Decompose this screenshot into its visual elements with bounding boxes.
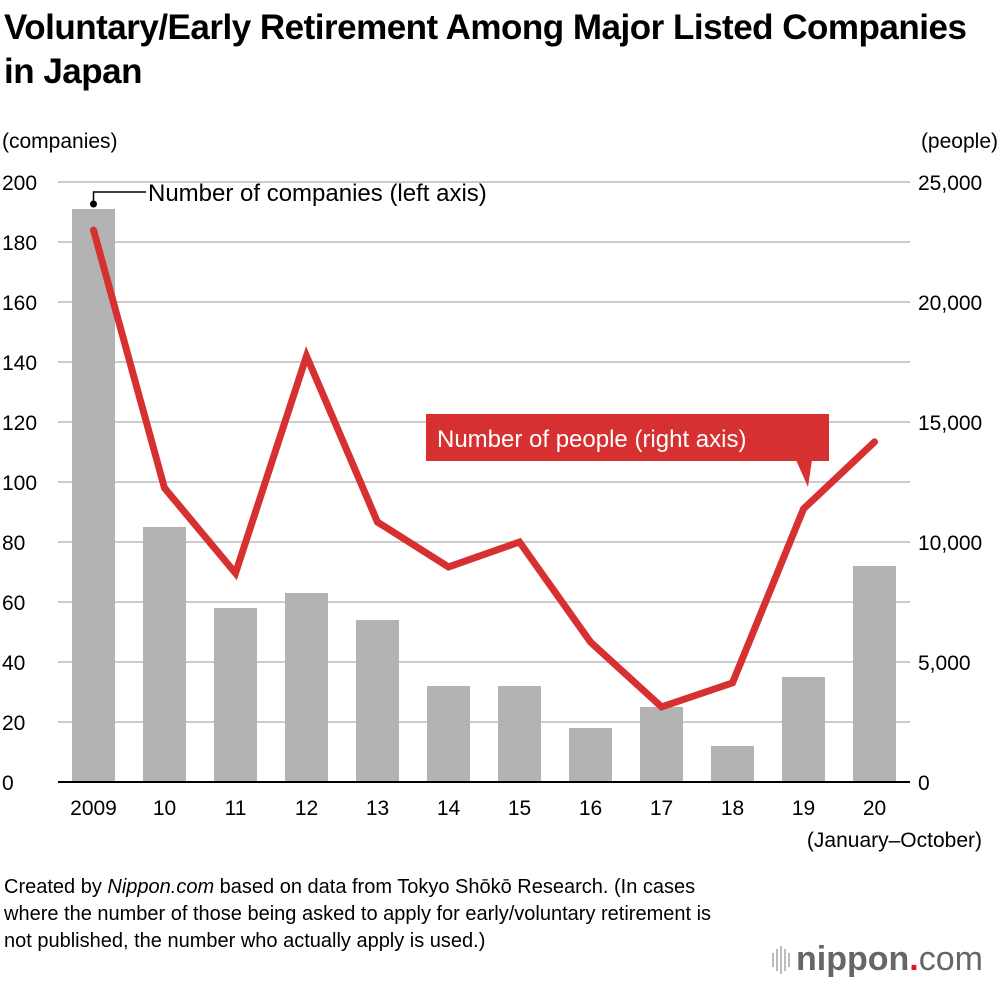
footnote: Created by Nippon.com based on data from… [4, 874, 744, 955]
bar-18 [711, 746, 754, 782]
bar-12 [285, 593, 328, 782]
left-axis-label: (companies) [2, 130, 118, 153]
x-tick-label: 10 [153, 797, 176, 820]
left-tick-label: 60 [2, 592, 25, 615]
right-axis-label: (people) [921, 130, 998, 153]
right-tick-label: 10,000 [918, 532, 982, 555]
bar-17 [640, 707, 683, 782]
footnote-prefix: Created by [4, 876, 108, 898]
x-tick-label: 12 [295, 797, 318, 820]
footnote-source: Nippon.com [107, 876, 215, 898]
x-tick-label: 2009 [70, 797, 117, 820]
x-tick-label: 17 [650, 797, 673, 820]
bar-10 [143, 527, 186, 782]
sound-wave-icon [772, 945, 790, 974]
bar-2009 [72, 209, 115, 782]
x-tick-label: 15 [508, 797, 531, 820]
bar-13 [356, 620, 399, 782]
x-tick-label: 19 [792, 797, 815, 820]
companies-leader-dot [90, 200, 97, 208]
bar-19 [782, 677, 825, 782]
logo-suffix: com [918, 940, 983, 978]
people-callout-box [426, 414, 829, 461]
bar-14 [427, 686, 470, 782]
bar-15 [498, 686, 541, 782]
left-tick-label: 40 [2, 652, 25, 675]
right-tick-label: 15,000 [918, 412, 982, 435]
x-tick-label: 11 [225, 797, 247, 820]
nippon-logo: nippon.com [772, 940, 983, 979]
left-tick-label: 80 [2, 532, 25, 555]
companies-series-label: Number of companies (left axis) [148, 180, 487, 207]
left-tick-label: 180 [2, 232, 37, 255]
left-tick-label: 100 [2, 472, 37, 495]
left-tick-label: 120 [2, 412, 37, 435]
people-series-label: Number of people (right axis) [437, 426, 746, 453]
right-tick-label: 5,000 [918, 652, 971, 675]
companies-leader-line [92, 191, 146, 204]
left-tick-label: 140 [2, 352, 37, 375]
left-tick-label: 20 [2, 712, 25, 735]
logo-dot: . [909, 940, 919, 978]
bar-20 [853, 566, 896, 782]
people-callout-pointer [796, 460, 812, 487]
chart-title: Voluntary/Early Retirement Among Major L… [4, 8, 967, 91]
x-tick-label: 13 [366, 797, 389, 820]
left-tick-label: 200 [2, 172, 37, 195]
footnote-text: based on data from Tokyo Shōkō Research.… [4, 876, 712, 952]
right-tick-label: 25,000 [918, 172, 982, 195]
bar-11 [214, 608, 257, 782]
right-tick-label: 20,000 [918, 292, 982, 315]
people-line [90, 226, 878, 711]
left-tick-label: 160 [2, 292, 37, 315]
x-note: (January–October) [807, 829, 982, 852]
bar-16 [569, 728, 612, 782]
x-tick-label: 16 [579, 797, 602, 820]
x-tick-label: 14 [437, 797, 461, 820]
left-tick-label: 0 [2, 772, 14, 795]
x-tick-label: 18 [721, 797, 744, 820]
right-tick-label: 0 [918, 772, 930, 795]
logo-main: nippon [796, 940, 910, 978]
x-tick-label: 20 [863, 797, 886, 820]
